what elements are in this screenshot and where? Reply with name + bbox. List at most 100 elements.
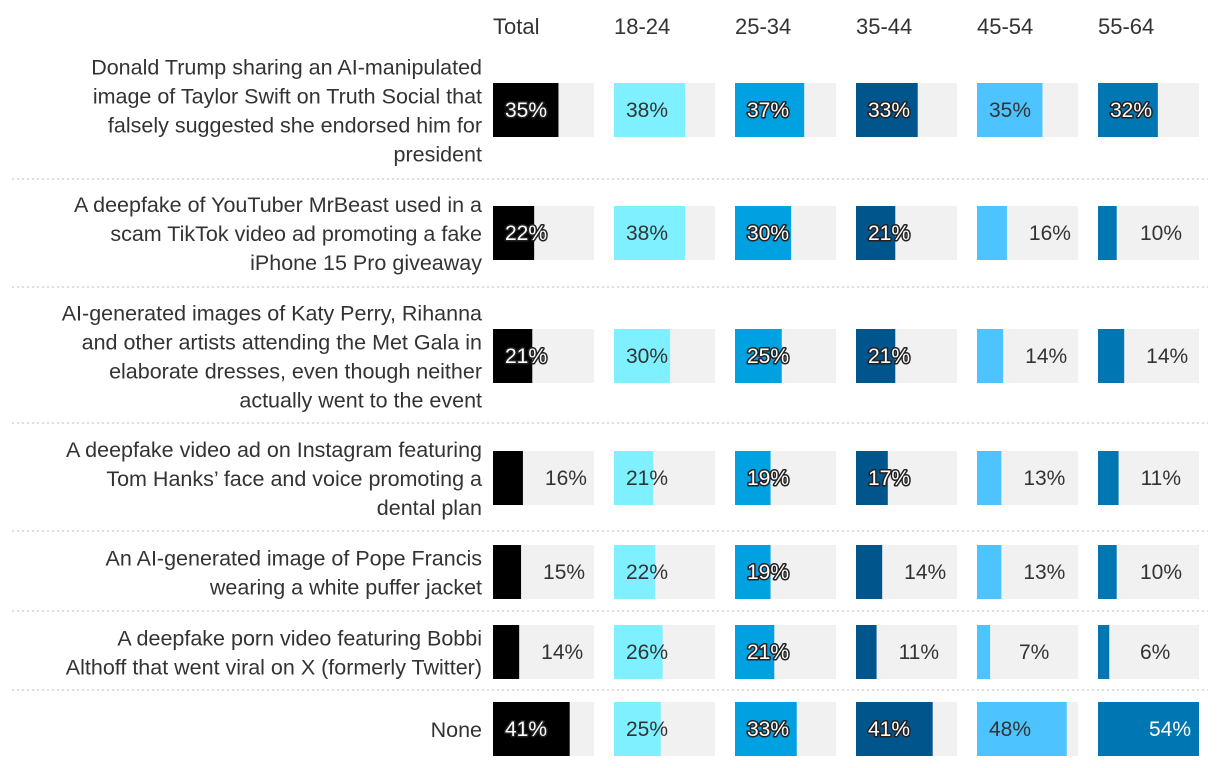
row-label-line: president: [394, 143, 482, 167]
data-label: 25%: [747, 345, 789, 368]
data-label: 11%: [899, 641, 939, 664]
data-label: 41%: [868, 718, 910, 741]
bar: [977, 83, 1043, 137]
column-header: 25-34: [735, 14, 791, 39]
bar: [735, 545, 771, 599]
bar: [614, 545, 656, 599]
row-label: An AI-generated image of Pope Francis wea…: [106, 547, 483, 600]
data-label: 14%: [541, 641, 583, 664]
bar: [614, 451, 654, 505]
bar: [614, 206, 686, 260]
bar: [735, 625, 775, 679]
bar: [856, 451, 888, 505]
data-label: 6%: [1140, 641, 1170, 664]
data-label: 14%: [1025, 345, 1067, 368]
bar: [614, 83, 686, 137]
row-label: A deepfake porn video featuring Bobbi Alt…: [66, 627, 482, 680]
row-label-line: actually went to the event: [239, 389, 482, 413]
bar: [735, 83, 805, 137]
data-label: 22%: [505, 222, 547, 245]
bar: [614, 702, 661, 756]
bar: [614, 329, 671, 383]
data-label: 13%: [1023, 467, 1065, 490]
row-label-line: Althoff that went viral on X (formerly T…: [66, 656, 482, 680]
data-label: 22%: [626, 561, 668, 584]
bar: [856, 83, 918, 137]
data-label: 19%: [747, 561, 789, 584]
row-label-line: None: [431, 718, 482, 742]
data-label: 38%: [626, 99, 668, 122]
data-label: 17%: [868, 467, 910, 490]
data-label: 21%: [868, 345, 910, 368]
row-label-line: A deepfake porn video featuring Bobbi: [117, 627, 482, 651]
column-header: 45-54: [977, 14, 1033, 39]
bar: [856, 206, 896, 260]
column-header: 35-44: [856, 14, 912, 39]
bar: [735, 702, 797, 756]
data-label: 13%: [1023, 561, 1065, 584]
data-label: 21%: [868, 222, 910, 245]
row-label-line: Tom Hanks’ face and voice promoting a: [106, 467, 482, 491]
bar: [493, 83, 559, 137]
row-label-line: A deepfake of YouTuber MrBeast used in a: [74, 193, 482, 217]
data-label: 48%: [989, 718, 1031, 741]
bar-track: [1098, 625, 1199, 679]
bar: [856, 702, 933, 756]
row-label-line: falsely suggested she endorsed him for: [108, 114, 482, 138]
data-label: 14%: [904, 561, 946, 584]
bar: [1098, 206, 1117, 260]
data-label: 16%: [1029, 222, 1071, 245]
data-label: 38%: [626, 222, 668, 245]
data-label: 35%: [989, 99, 1031, 122]
row-label-line: wearing a white puffer jacket: [209, 576, 482, 600]
row-label: AI-generated images of Katy Perry, Rihan…: [62, 302, 482, 413]
data-label: 37%: [747, 99, 789, 122]
bar: [977, 329, 1004, 383]
bar: [856, 329, 896, 383]
bar: [493, 625, 520, 679]
row-label-line: AI-generated images of Katy Perry, Rihan…: [62, 302, 482, 326]
bar: [493, 329, 533, 383]
bar: [856, 545, 883, 599]
data-label: 32%: [1110, 99, 1152, 122]
data-label: 21%: [505, 345, 547, 368]
column-headers: Total 18-24 25-34 35-44 45-54 55-64: [493, 14, 1154, 39]
bar: [614, 625, 663, 679]
data-label: 19%: [747, 467, 789, 490]
bar: [493, 451, 523, 505]
bar: [493, 206, 535, 260]
data-label: 54%: [1149, 718, 1191, 741]
bar: [977, 545, 1002, 599]
data-label: 33%: [747, 718, 789, 741]
bar: [977, 625, 991, 679]
bar: [493, 545, 522, 599]
data-label: 35%: [505, 99, 547, 122]
bar: [1098, 545, 1117, 599]
data-label: 7%: [1019, 641, 1049, 664]
bar: [1098, 451, 1119, 505]
column-header: Total: [493, 14, 539, 39]
bar: [1098, 625, 1110, 679]
data-label: 25%: [626, 718, 668, 741]
data-label: 10%: [1140, 222, 1182, 245]
bar: [856, 625, 877, 679]
data-label: 10%: [1140, 561, 1182, 584]
data-label: 11%: [1141, 467, 1181, 490]
bar: [735, 451, 771, 505]
data-label: 16%: [545, 467, 587, 490]
row-dividers: [12, 178, 1208, 691]
bar: [1098, 702, 1199, 756]
bar: [735, 329, 782, 383]
row-label-line: An AI-generated image of Pope Francis: [106, 547, 482, 571]
data-label: 15%: [543, 561, 585, 584]
row-label: A deepfake of YouTuber MrBeast used in a…: [74, 193, 482, 275]
data-label: 14%: [1146, 345, 1188, 368]
bars: 35% 38% 37% 33% 35% 32% 22% 38% 30% 21% 16% 10% 21% 3…: [493, 83, 1199, 756]
data-label: 33%: [868, 99, 910, 122]
row-label-line: image of Taylor Swift on Truth Social th…: [93, 85, 482, 109]
bar: [493, 702, 570, 756]
bar: [735, 206, 792, 260]
row-label-line: dental plan: [377, 496, 482, 520]
data-label: 26%: [626, 641, 668, 664]
